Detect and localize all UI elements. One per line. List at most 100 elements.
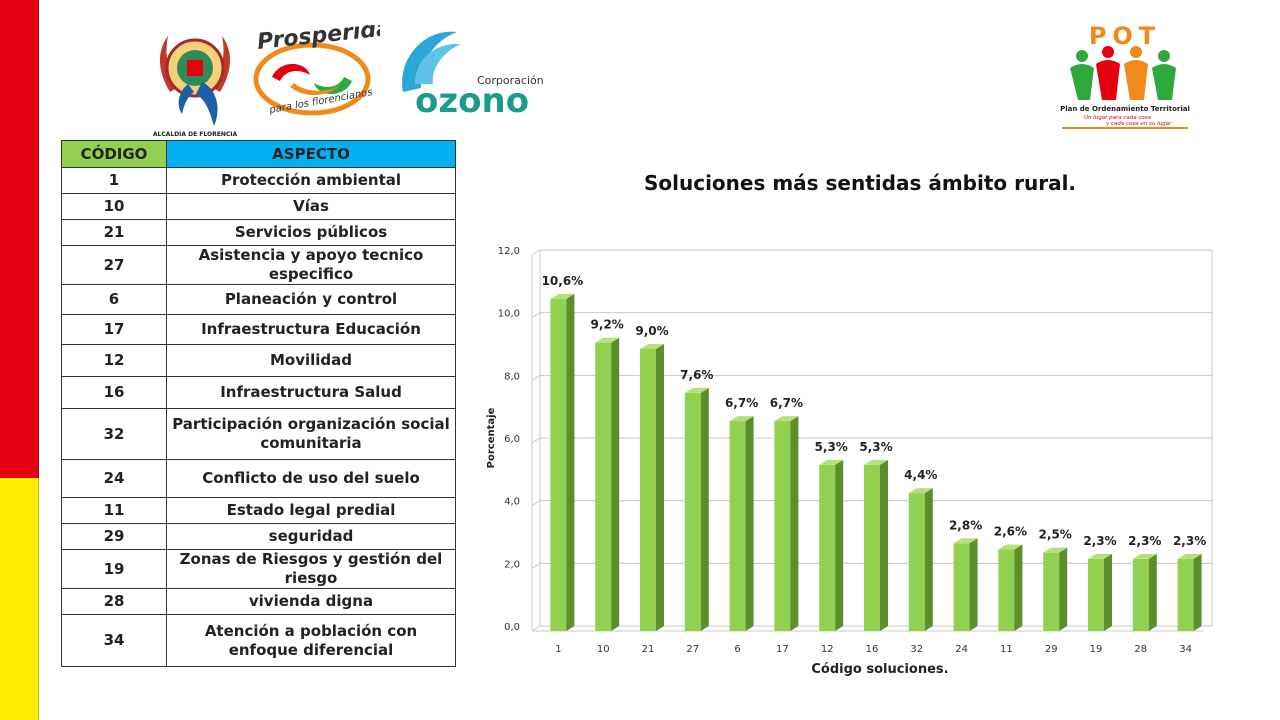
- table-header-row: CÓDIGO ASPECTO: [61, 140, 456, 168]
- bar-side: [924, 488, 933, 631]
- x-tick-label: 29: [1045, 644, 1058, 655]
- gridline-depth: [531, 374, 541, 381]
- bar-front: [1177, 558, 1194, 631]
- data-label: 9,2%: [591, 318, 624, 332]
- table-row: 16 Infraestructura Salud: [61, 376, 456, 409]
- chart-title: Soluciones más sentidas ámbito rural.: [643, 171, 1077, 195]
- bar: [998, 544, 1023, 631]
- row-code: 24: [61, 459, 167, 498]
- bar-top: [998, 544, 1023, 550]
- bar-side: [835, 459, 844, 631]
- bar: [1132, 553, 1157, 631]
- data-label: 6,7%: [770, 396, 803, 410]
- bar-front: [729, 421, 746, 631]
- bar-top: [1088, 553, 1112, 559]
- bar-chart: 0,0 2,0 4,0 6,0 8,0 10,0 12,0 1 10 21 27 6 17 12 16 32 2…: [486, 246, 1213, 677]
- table-row: 29 seguridad: [61, 523, 456, 550]
- x-tick-label: 11: [1000, 644, 1013, 655]
- x-tick-label: 1: [555, 644, 561, 655]
- data-label: 9,0%: [635, 324, 668, 338]
- data-label: 10,6%: [542, 274, 584, 288]
- gridline-depth: [531, 249, 541, 256]
- data-label: 4,4%: [904, 468, 937, 482]
- row-aspect: Planeación y control: [166, 284, 456, 315]
- row-aspect: Protección ambiental: [166, 167, 456, 194]
- bar: [1177, 553, 1202, 631]
- bar-top: [640, 344, 664, 349]
- bar-front: [684, 392, 701, 631]
- gridline-depth: [531, 625, 541, 632]
- bar-top: [550, 293, 575, 299]
- row-code: 27: [61, 245, 167, 285]
- bar-side: [1104, 553, 1112, 631]
- table-row: 21 Servicios públicos: [61, 219, 456, 246]
- row-code: 28: [61, 588, 167, 615]
- row-aspect: vivienda digna: [166, 588, 456, 615]
- flag-yellow-stripe: [0, 478, 39, 720]
- row-aspect: Zonas de Riesgos y gestión del riesgo: [166, 549, 456, 589]
- gridline-depth: [531, 500, 541, 507]
- row-code: 21: [61, 219, 167, 246]
- row-code: 32: [61, 408, 167, 460]
- bar-front: [640, 349, 656, 631]
- pot-logo: POT Plan de Ordenamiento Territorial Un …: [1060, 22, 1190, 129]
- bar-side: [969, 538, 978, 631]
- header-aspect: ASPECTO: [166, 140, 456, 168]
- table-row: 12 Movilidad: [61, 344, 456, 377]
- bar-top: [774, 416, 799, 422]
- data-label: 2,3%: [1083, 534, 1116, 548]
- flag-red-stripe: [0, 0, 39, 478]
- ozono-small: Corporación: [477, 74, 544, 87]
- bar: [953, 538, 978, 631]
- x-tick-label: 27: [686, 644, 699, 655]
- row-aspect: Servicios públicos: [166, 219, 456, 246]
- table-row: 17 Infraestructura Educación: [61, 314, 456, 345]
- y-axis-label: Porcentaje: [486, 407, 497, 468]
- bar: [819, 459, 844, 631]
- data-label: 2,3%: [1128, 534, 1161, 548]
- pot-slogan-1: Un lugar para cada cosa: [1084, 115, 1152, 121]
- row-aspect: Conflicto de uso del suelo: [166, 459, 456, 498]
- table-row: 28 vivienda digna: [61, 588, 456, 615]
- bar-side: [611, 337, 620, 631]
- x-tick-label: 19: [1090, 644, 1103, 655]
- data-label: 5,3%: [815, 440, 848, 454]
- pot-caption: Plan de Ordenamiento Territorial: [1060, 105, 1190, 113]
- bar-front: [908, 493, 925, 631]
- row-code: 34: [61, 614, 167, 667]
- bar-front: [953, 543, 970, 631]
- bar-front: [1088, 558, 1104, 631]
- bar: [908, 488, 933, 631]
- bar: [729, 416, 754, 631]
- bar-top: [595, 337, 620, 343]
- y-tick-label: 8,0: [504, 371, 520, 382]
- bar-side: [1059, 547, 1068, 631]
- bar-front: [819, 464, 836, 631]
- bar-top: [908, 488, 933, 494]
- x-axis-label: Código soluciones.: [811, 662, 948, 677]
- table-row: 1 Protección ambiental: [61, 167, 456, 194]
- bar-front: [774, 421, 791, 631]
- bar-front: [998, 549, 1015, 631]
- bar: [1043, 547, 1068, 631]
- table-row: 24 Conflicto de uso del suelo: [61, 459, 456, 498]
- bar-front: [864, 464, 880, 631]
- bar-side: [880, 459, 888, 631]
- alcaldia-caption: ALCALDIA DE FLORENCIA: [153, 131, 238, 138]
- y-tick-label: 4,0: [504, 497, 520, 508]
- table-row: 10 Vías: [61, 193, 456, 220]
- x-tick-label: 28: [1134, 644, 1147, 655]
- row-aspect: Infraestructura Educación: [166, 314, 456, 345]
- gridline-depth: [531, 437, 541, 444]
- bar-front: [1132, 558, 1149, 631]
- row-code: 6: [61, 284, 167, 315]
- bar-front: [550, 298, 567, 631]
- row-code: 11: [61, 497, 167, 524]
- row-aspect: Vías: [166, 193, 456, 220]
- row-code: 10: [61, 193, 167, 220]
- bar-top: [1043, 547, 1068, 553]
- x-tick-label: 32: [910, 644, 923, 655]
- x-tick-label: 17: [776, 644, 789, 655]
- table-row: 11 Estado legal predial: [61, 497, 456, 524]
- y-tick-label: 2,0: [504, 559, 520, 570]
